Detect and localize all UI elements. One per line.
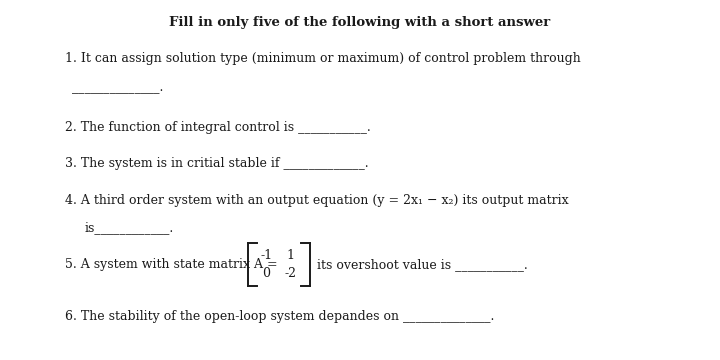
Text: 6. The stability of the open-loop system depandes on ______________.: 6. The stability of the open-loop system… bbox=[65, 310, 494, 323]
Text: ______________.: ______________. bbox=[72, 81, 163, 94]
Text: 1. It can assign solution type (minimum or maximum) of control problem through: 1. It can assign solution type (minimum … bbox=[65, 52, 580, 65]
Text: 2. The function of integral control is ___________.: 2. The function of integral control is _… bbox=[65, 121, 371, 134]
Text: 0: 0 bbox=[262, 267, 271, 280]
Text: -1: -1 bbox=[261, 249, 272, 262]
Text: its overshoot value is ___________.: its overshoot value is ___________. bbox=[317, 258, 528, 271]
Text: 5. A system with state matrix A =: 5. A system with state matrix A = bbox=[65, 258, 282, 271]
Text: 4. A third order system with an output equation (y = 2x₁ − x₂) its output matrix: 4. A third order system with an output e… bbox=[65, 194, 568, 207]
Text: Fill in only five of the following with a short answer: Fill in only five of the following with … bbox=[169, 16, 551, 29]
Text: -2: -2 bbox=[284, 267, 296, 280]
Text: is____________.: is____________. bbox=[85, 221, 174, 234]
Text: 3. The system is in critial stable if _____________.: 3. The system is in critial stable if __… bbox=[65, 157, 369, 170]
Text: 1: 1 bbox=[286, 249, 294, 262]
